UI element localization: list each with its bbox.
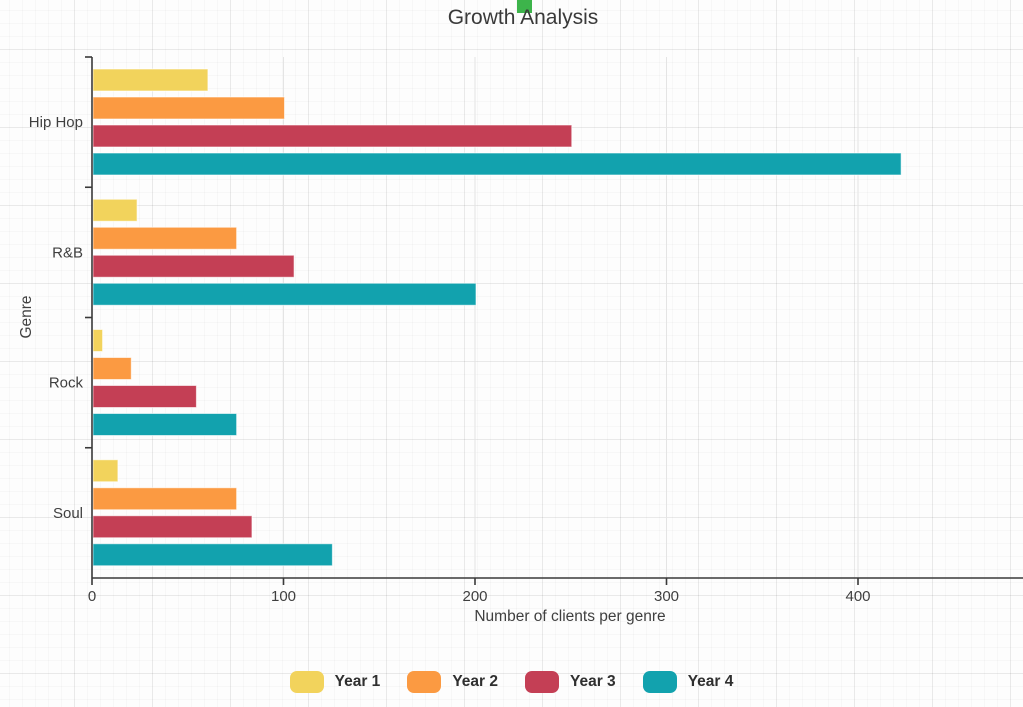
green-marker (517, 0, 532, 13)
chart-title: Growth Analysis (447, 6, 599, 29)
y-category-label: Rock (49, 375, 84, 392)
bar (92, 124, 573, 148)
legend-swatch (407, 671, 442, 693)
bar (92, 152, 902, 176)
x-tick-label: 0 (88, 588, 96, 605)
bar (92, 543, 333, 567)
bar (92, 226, 238, 250)
legend-label: Year 1 (334, 673, 381, 690)
x-tick-label: 200 (462, 588, 487, 605)
legend-label: Year 4 (687, 673, 734, 690)
bar (92, 329, 104, 352)
y-axis-title: Genre (18, 295, 35, 338)
legend: Year 1 Year 2 Year 3 Year 4 (0, 671, 1023, 693)
y-category-label: R&B (52, 244, 83, 261)
y-category-label: Soul (53, 505, 83, 522)
legend-item-year-1[interactable]: Year 1 (289, 671, 381, 693)
legend-label: Year 2 (452, 673, 498, 690)
legend-swatch (642, 671, 677, 693)
legend-item-year-4[interactable]: Year 4 (642, 671, 734, 693)
x-tick-label: 400 (845, 588, 870, 605)
bar (92, 282, 477, 306)
bar (92, 198, 138, 222)
x-axis-title: Number of clients per genre (474, 608, 665, 625)
bar (92, 68, 209, 92)
y-category-label: Hip Hop (29, 114, 83, 131)
legend-item-year-2[interactable]: Year 2 (407, 671, 498, 693)
bar (92, 459, 119, 483)
bar (92, 357, 132, 380)
legend-swatch (525, 671, 559, 693)
legend-item-year-3[interactable]: Year 3 (525, 671, 616, 693)
growth-analysis-chart: Hip Hop R&B Rock Soul 0 100 200 300 400 Number of… (18, 56, 1023, 625)
legend-swatch (289, 671, 324, 693)
bar (92, 413, 238, 436)
bar (92, 254, 295, 278)
bar (92, 96, 285, 120)
bar (92, 515, 253, 539)
bar (92, 385, 197, 408)
x-tick-label: 300 (654, 588, 679, 605)
x-tick-label: 100 (271, 588, 296, 605)
bar (92, 487, 238, 511)
legend-label: Year 3 (570, 673, 616, 690)
